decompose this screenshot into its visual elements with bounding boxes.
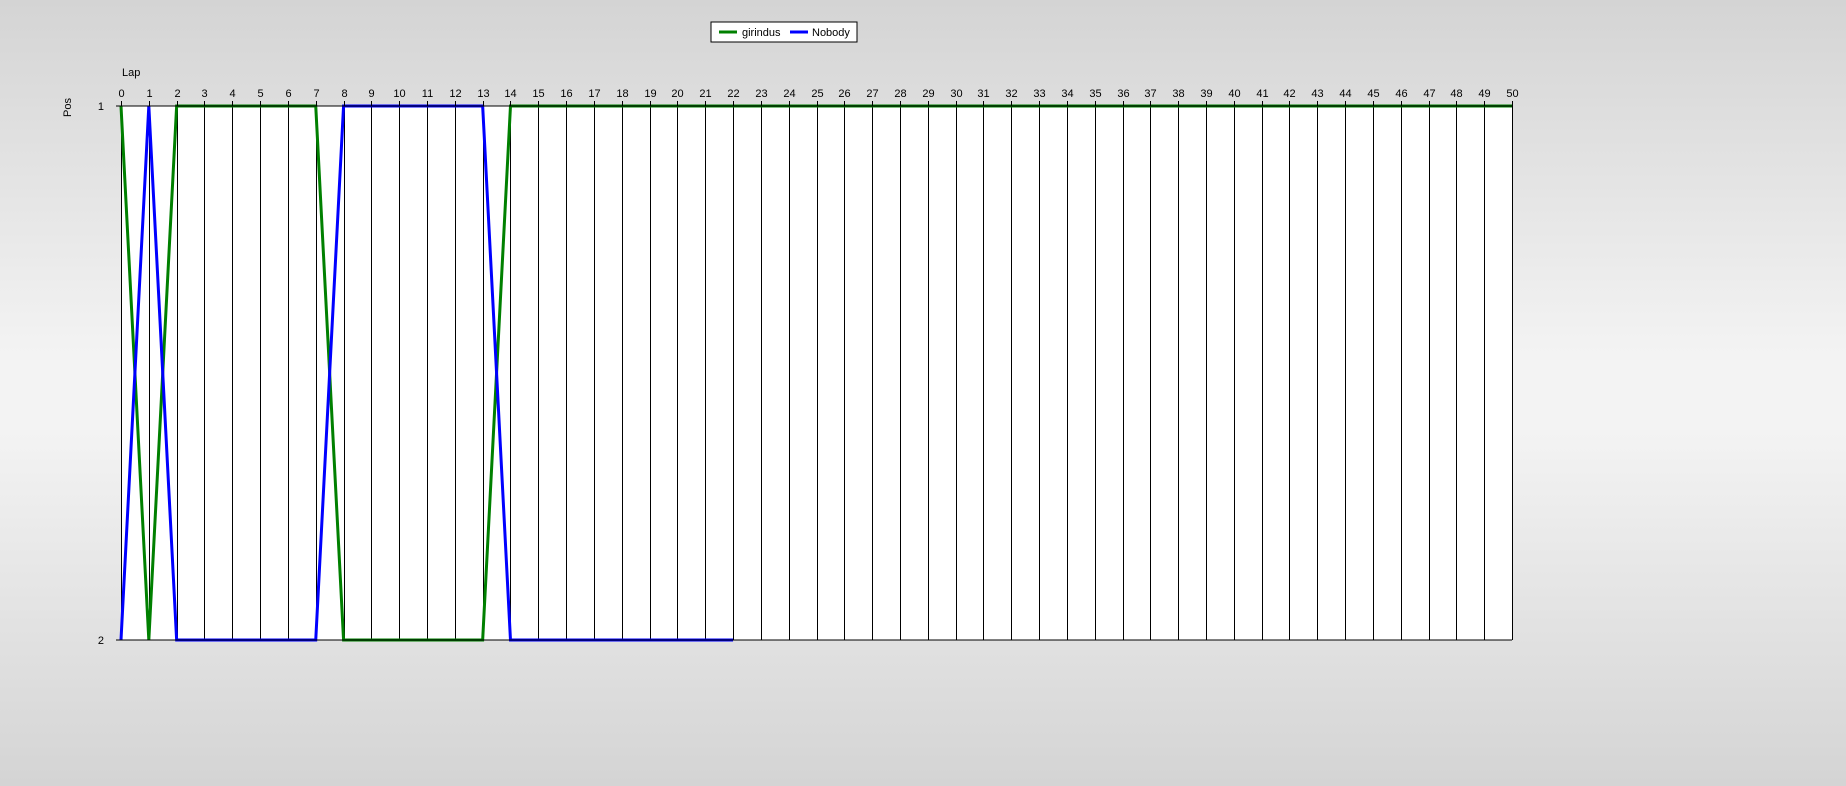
x-tick-label: 14 (504, 88, 516, 100)
x-tick-label: 21 (699, 88, 711, 100)
plot-area (121, 106, 1512, 640)
x-tick-label: 2 (174, 88, 180, 100)
x-tick-label: 15 (532, 88, 544, 100)
x-tick-label: 42 (1283, 88, 1295, 100)
x-tick-label: 8 (341, 88, 347, 100)
x-tick-label: 7 (313, 88, 319, 100)
x-tick-label: 0 (118, 88, 124, 100)
x-tick-label: 32 (1005, 88, 1017, 100)
y-tick-label: 1 (98, 101, 104, 113)
y-axis-label: Pos (62, 98, 74, 117)
x-tick-label: 37 (1144, 88, 1156, 100)
x-tick-label: 47 (1423, 88, 1435, 100)
x-tick-label: 24 (783, 88, 795, 100)
x-tick-label: 12 (449, 88, 461, 100)
x-tick-label: 28 (894, 88, 906, 100)
x-tick-label: 38 (1172, 88, 1184, 100)
x-tick-label: 45 (1367, 88, 1379, 100)
x-tick-label: 46 (1395, 88, 1407, 100)
x-tick-label: 31 (977, 88, 989, 100)
x-tick-label: 34 (1061, 88, 1073, 100)
y-tick-label: 2 (98, 635, 104, 647)
x-tick-label: 40 (1228, 88, 1240, 100)
x-tick-label: 48 (1450, 88, 1462, 100)
x-tick-label: 1 (146, 88, 152, 100)
x-tick-label: 49 (1478, 88, 1490, 100)
x-tick-label: 4 (229, 88, 235, 100)
x-tick-label: 41 (1256, 88, 1268, 100)
x-tick-label: 23 (755, 88, 767, 100)
legend-box (710, 21, 858, 43)
x-tick-label: 18 (616, 88, 628, 100)
x-tick-label: 19 (644, 88, 656, 100)
legend: girindus Nobody (710, 21, 858, 43)
x-tick-label: 43 (1311, 88, 1323, 100)
x-tick-label: 22 (727, 88, 739, 100)
x-tick-label: 17 (588, 88, 600, 100)
x-tick-label: 30 (950, 88, 962, 100)
x-tick-label: 29 (922, 88, 934, 100)
x-tick-label: 10 (393, 88, 405, 100)
legend-label-girindus: girindus (742, 27, 781, 39)
x-tick-label: 44 (1339, 88, 1351, 100)
x-tick-label: 5 (257, 88, 263, 100)
x-tick-label: 39 (1200, 88, 1212, 100)
x-tick-label: 9 (368, 88, 374, 100)
x-axis-label: Lap (122, 67, 140, 79)
x-tick-label: 16 (560, 88, 572, 100)
x-tick-label: 6 (285, 88, 291, 100)
x-tick-label: 35 (1089, 88, 1101, 100)
x-tick-label: 3 (201, 88, 207, 100)
x-tick-label: 50 (1506, 88, 1518, 100)
legend-label-nobody: Nobody (812, 27, 850, 39)
x-tick-label: 27 (866, 88, 878, 100)
x-tick-label: 13 (477, 88, 489, 100)
x-tick-label: 25 (811, 88, 823, 100)
x-tick-label: 20 (671, 88, 683, 100)
x-tick-label: 33 (1033, 88, 1045, 100)
x-tick-label: 26 (838, 88, 850, 100)
x-tick-label: 36 (1117, 88, 1129, 100)
x-tick-label: 11 (422, 88, 433, 100)
